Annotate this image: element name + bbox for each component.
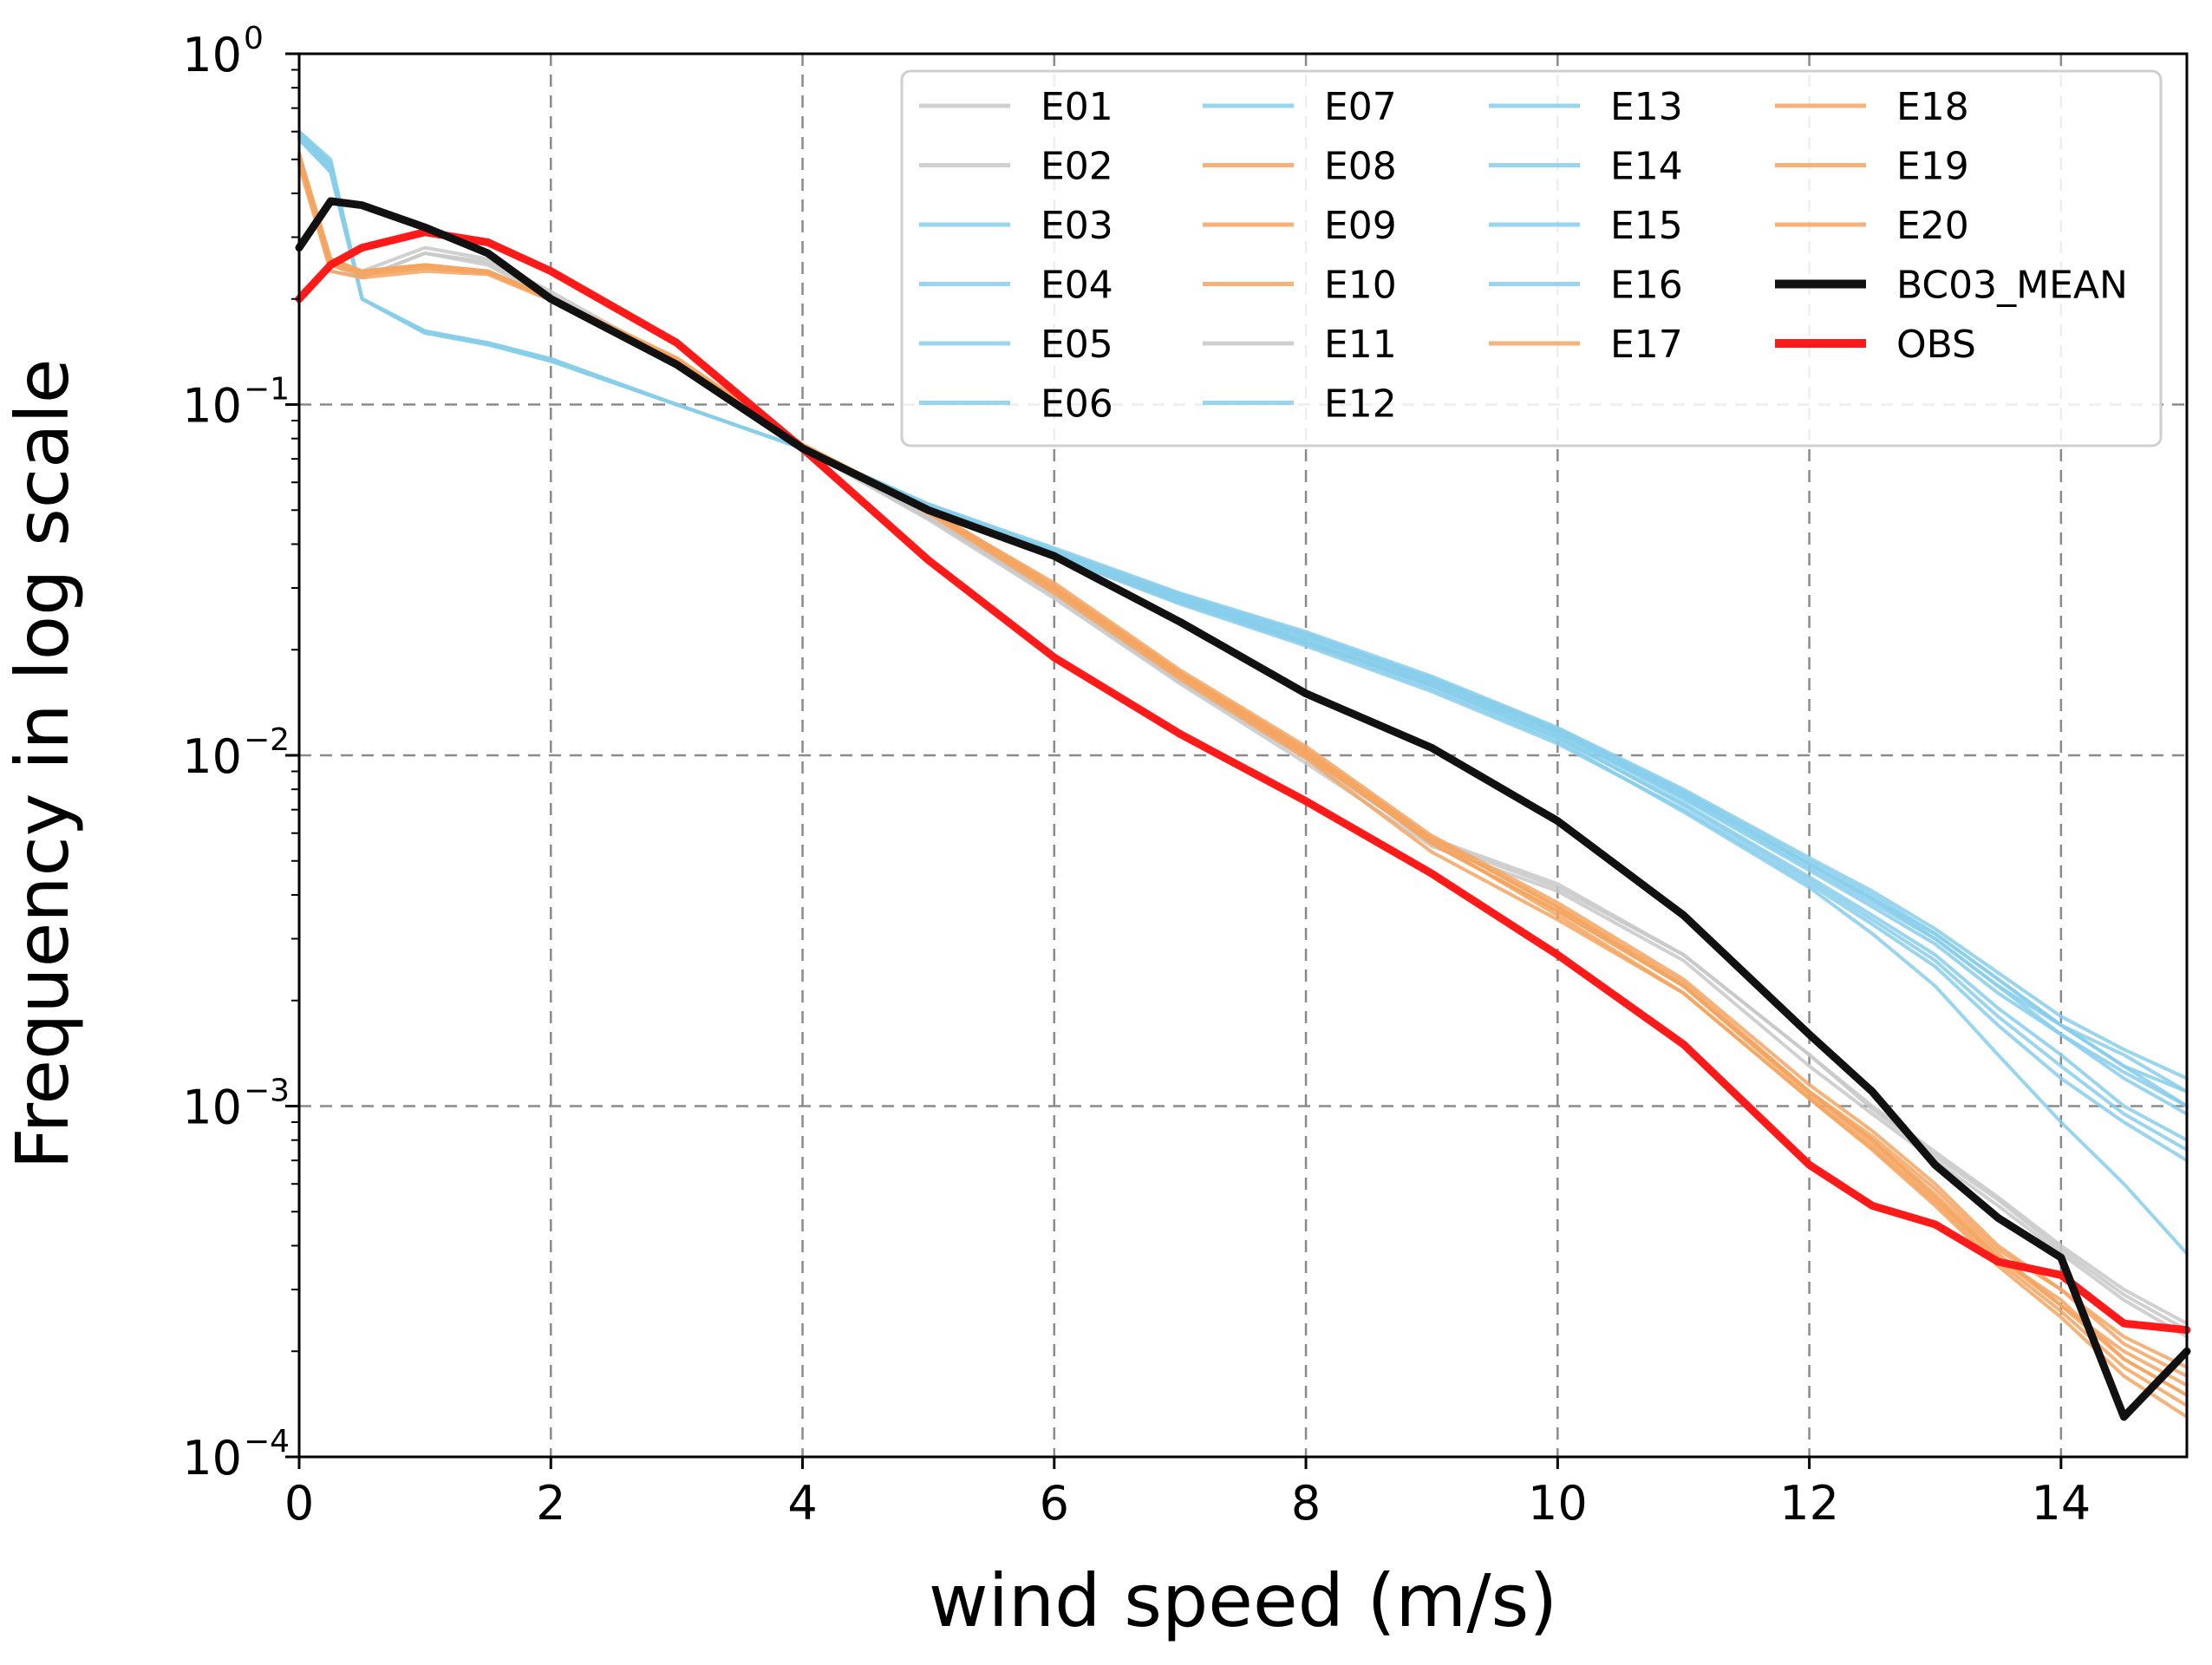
legend-label: E08 [1324, 145, 1397, 189]
legend-label: E01 [1041, 85, 1113, 129]
x-tick-label: 14 [2032, 1476, 2091, 1531]
legend-label: E09 [1324, 204, 1397, 248]
x-tick-label: 6 [1040, 1476, 1069, 1531]
legend: E01 E02 E03 E04 E05 E06 E07 E08 E09 E10 E11 E12 E13 E… [900, 69, 2163, 447]
legend-label: E11 [1324, 323, 1397, 367]
legend-label: E03 [1041, 204, 1113, 248]
series-line-e09 [297, 163, 2189, 1419]
y-tick-label: 10 [182, 28, 242, 82]
y-tick-label: 10 [182, 1431, 242, 1485]
series-line-e16 [297, 132, 2189, 1108]
y-tick-exponent: −1 [244, 372, 290, 408]
legend-label: E10 [1324, 264, 1397, 308]
legend-label: E05 [1041, 323, 1113, 367]
legend-label: E18 [1896, 85, 1969, 129]
y-tick-exponent: −2 [244, 722, 290, 758]
y-tick-label: 10 [182, 729, 242, 784]
legend-label: BC03_MEAN [1896, 264, 2128, 308]
x-tick-label: 12 [1779, 1476, 1839, 1531]
x-tick-label: 0 [284, 1476, 314, 1531]
legend-label: E15 [1610, 204, 1683, 248]
legend-label: E06 [1041, 382, 1113, 427]
legend-label: E16 [1610, 264, 1683, 308]
legend-label: OBS [1896, 323, 1976, 367]
legend-label: E12 [1324, 382, 1397, 427]
legend-label: E20 [1896, 204, 1969, 248]
series-line-e19 [297, 151, 2189, 1369]
y-tick-label: 10 [182, 1081, 242, 1135]
legend-label: E17 [1610, 323, 1683, 367]
y-tick-exponent: −3 [244, 1074, 290, 1109]
series-line-e20 [297, 157, 2189, 1397]
y-tick-exponent: −4 [244, 1424, 290, 1459]
legend-label: E07 [1324, 85, 1397, 129]
series-lines [295, 129, 2191, 1421]
legend-label: E02 [1041, 145, 1113, 189]
y-axis-title: Frequency in log scale [0, 358, 85, 1169]
x-tick-label: 4 [787, 1476, 817, 1531]
y-tick-label: 10 [182, 379, 242, 434]
series-line-bc03_mean [295, 197, 2191, 1421]
x-tick-label: 10 [1528, 1476, 1588, 1531]
legend-label: E13 [1610, 85, 1683, 129]
x-tick-label: 8 [1291, 1476, 1321, 1531]
legend-label: E04 [1041, 264, 1113, 308]
y-tick-exponent: 0 [244, 21, 264, 56]
legend-label: E19 [1896, 145, 1969, 189]
x-tick-label: 2 [536, 1476, 565, 1531]
legend-label: E14 [1610, 145, 1683, 189]
x-axis-title: wind speed (m/s) [929, 1558, 1557, 1643]
